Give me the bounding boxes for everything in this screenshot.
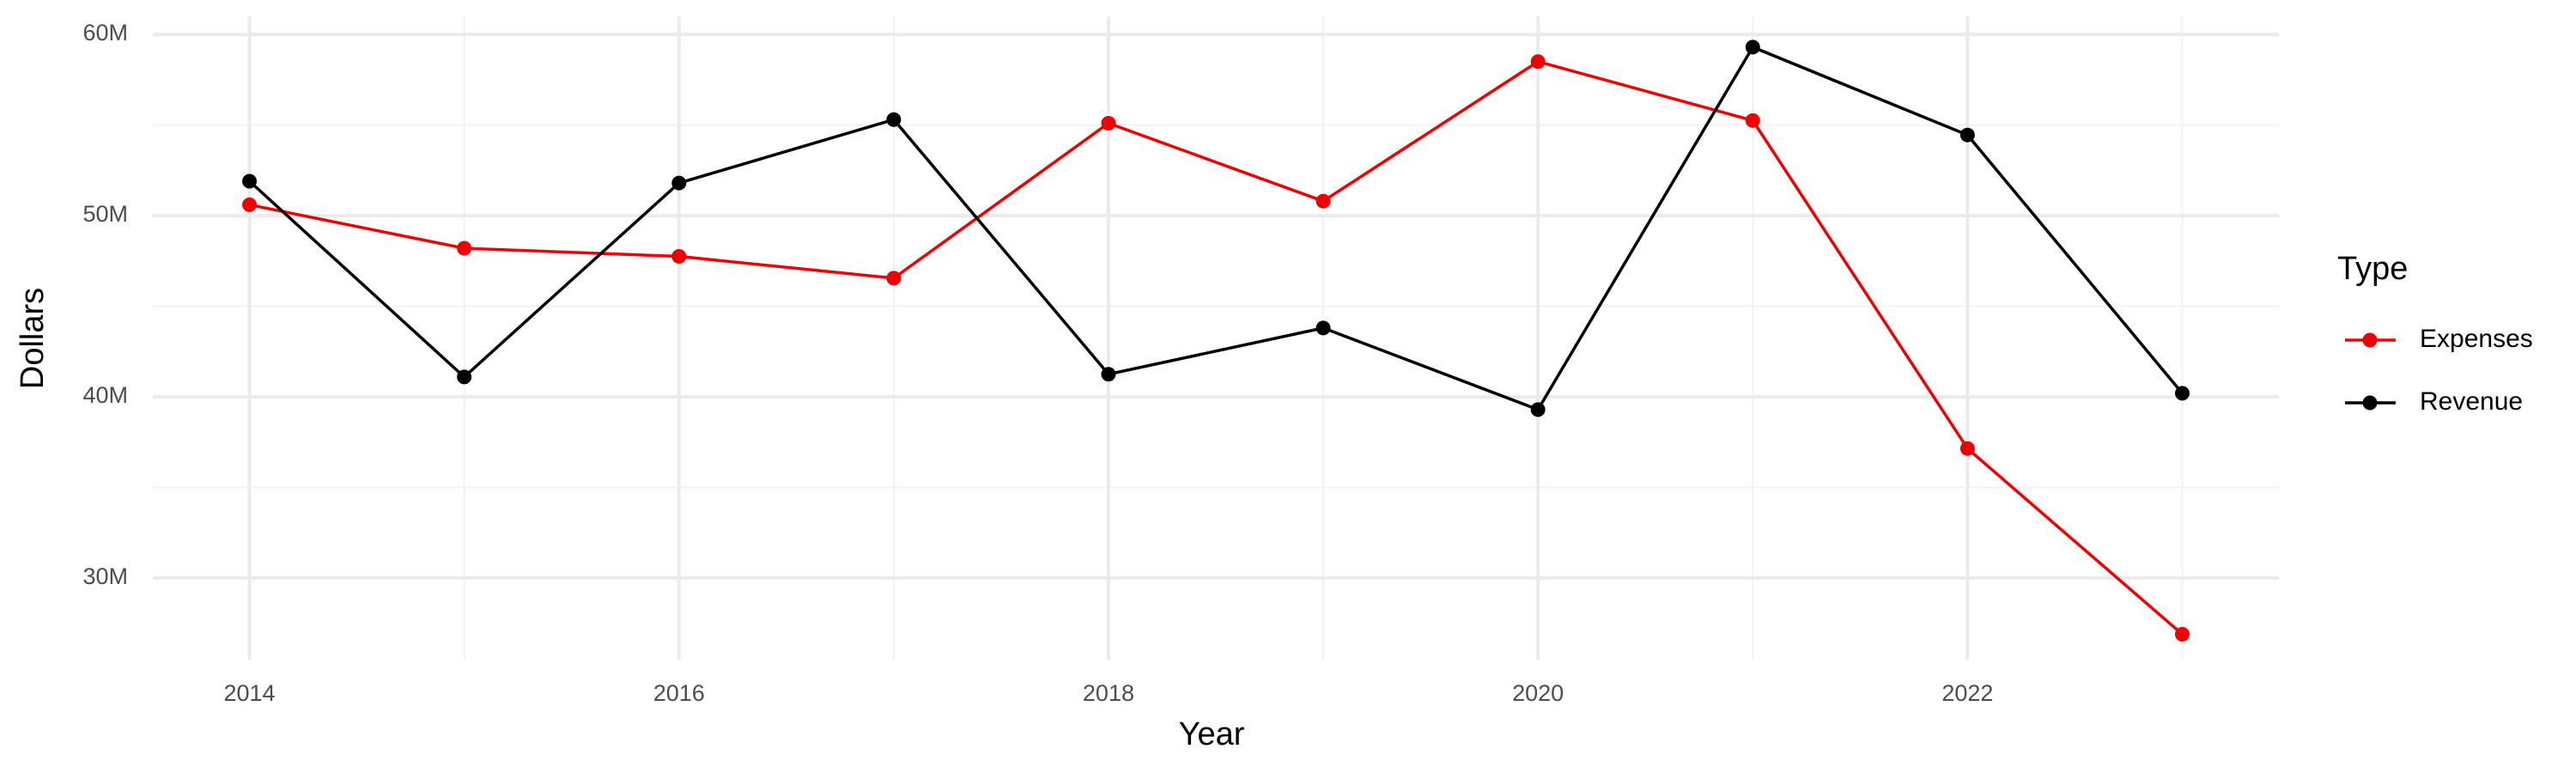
y-axis-title: Dollars — [15, 288, 51, 389]
data-point — [457, 240, 472, 256]
data-point — [1745, 113, 1760, 128]
data-point — [671, 249, 687, 265]
data-point — [1530, 54, 1546, 70]
plot-area — [242, 40, 2190, 642]
data-point — [886, 112, 902, 127]
legend-key-point — [2362, 332, 2378, 348]
data-point — [1101, 115, 1116, 131]
data-point — [242, 173, 258, 189]
data-point — [1959, 127, 1975, 143]
data-point — [242, 197, 258, 212]
x-tick-label: 2016 — [653, 680, 705, 706]
data-point — [1745, 40, 1760, 55]
data-point — [1315, 193, 1331, 209]
x-tick-label: 2018 — [1083, 680, 1134, 706]
legend-label: Expenses — [2420, 325, 2533, 353]
x-tick-label: 2022 — [1941, 680, 1993, 706]
data-point — [1101, 367, 1116, 382]
data-point — [671, 175, 687, 191]
y-tick-label: 30M — [82, 563, 128, 589]
x-tick-label: 2020 — [1512, 680, 1564, 706]
y-tick-label: 60M — [82, 20, 128, 46]
data-point — [457, 369, 472, 385]
data-point — [1315, 320, 1331, 336]
grid — [153, 16, 2279, 660]
series-line — [249, 59, 2184, 636]
y-tick-label: 50M — [82, 201, 128, 227]
legend-key-point — [2362, 395, 2378, 411]
data-point — [1959, 441, 1975, 456]
legend: Expenses Revenue — [2345, 325, 2533, 416]
y-tick-label: 40M — [82, 382, 128, 408]
series-line — [248, 45, 2184, 411]
x-tick-label: 2014 — [224, 680, 276, 706]
data-point — [2174, 626, 2190, 642]
legend-title: Type — [2337, 251, 2408, 287]
data-point — [1530, 402, 1546, 417]
x-axis-title: Year — [1179, 716, 1245, 752]
data-point — [2174, 386, 2190, 401]
data-point — [886, 271, 902, 286]
legend-label: Revenue — [2420, 387, 2523, 416]
